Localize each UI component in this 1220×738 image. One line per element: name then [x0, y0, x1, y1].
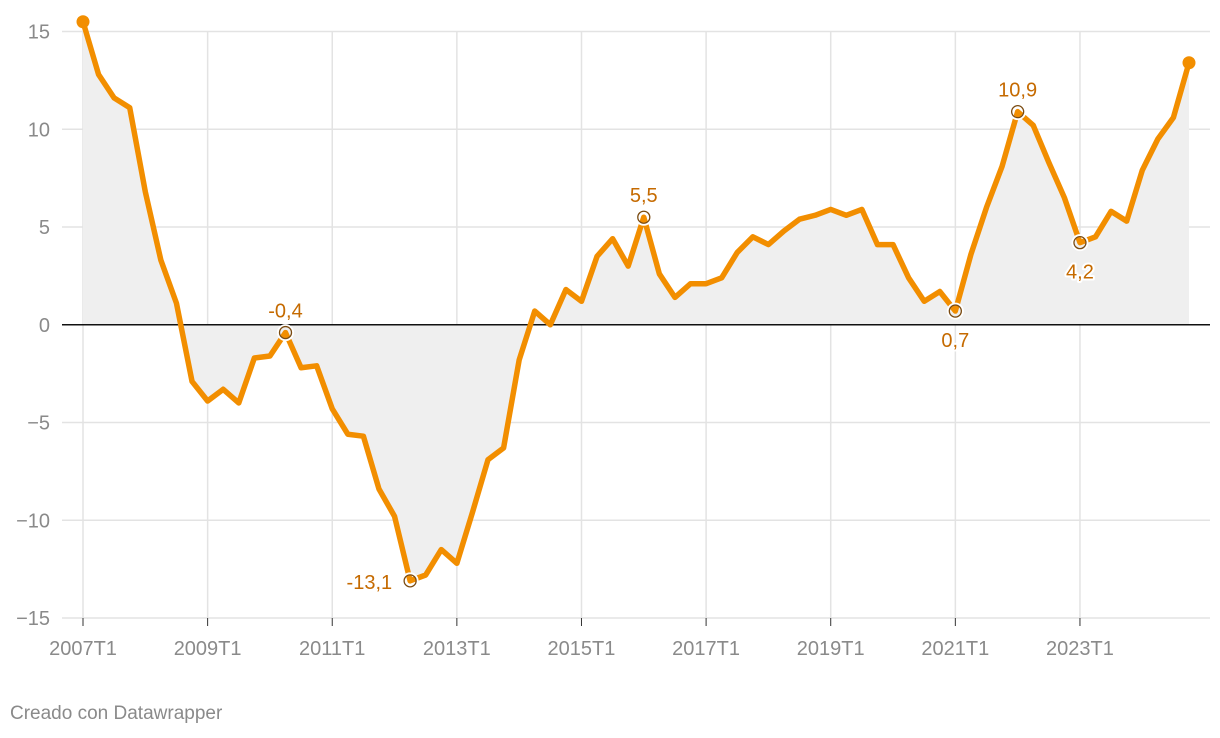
x-tick-label: 2011T1	[299, 638, 365, 660]
annotation-ring	[948, 304, 962, 318]
annotation-label: 5,5	[630, 185, 658, 207]
y-tick-label: 15	[28, 22, 50, 44]
x-tick-label: 2021T1	[921, 638, 989, 660]
footer-credit: Creado con Datawrapper	[10, 703, 223, 724]
annotation-ring	[637, 210, 651, 224]
x-tick-label: 2017T1	[672, 638, 740, 660]
annotation-label: -13,1	[347, 572, 393, 594]
x-tick-label: 2007T1	[49, 638, 117, 660]
annotation-ring	[1010, 105, 1025, 119]
area-fill	[83, 21, 1189, 581]
annotation-ring-halo	[401, 572, 419, 590]
endpoint-dot	[76, 15, 90, 29]
y-tick-label: 5	[39, 217, 50, 239]
y-tick-label: 0	[39, 315, 50, 337]
y-tick-label: −15	[16, 608, 50, 630]
annotation-label: 0,7	[941, 330, 969, 352]
data-marks	[76, 15, 1196, 70]
y-tick-label: 10	[28, 119, 50, 141]
x-tick-label: 2023T1	[1046, 638, 1114, 660]
annotation-ring	[1073, 235, 1087, 250]
annotation-label: -0,4	[268, 301, 302, 323]
annotation-ring	[278, 325, 293, 340]
y-axis-ticks: 15 10 5 0 −5 −10 −15	[16, 22, 50, 631]
x-axis-ticks: 2007T1 2009T1 2011T1 2013T1 2015T1 2017T1 2019…	[49, 618, 1114, 660]
x-tick-label: 2009T1	[174, 638, 242, 660]
y-tick-label: −5	[27, 413, 50, 435]
y-tick-label: −10	[16, 510, 50, 532]
x-tick-label: 2019T1	[797, 638, 865, 660]
annotation-ring-halo	[946, 302, 964, 320]
x-tick-label: 2015T1	[548, 638, 616, 660]
annotations: -0,4 -13,1 5,5 0,7 10,9 4,2	[266, 78, 1096, 596]
annotation-ring	[403, 574, 417, 588]
annotation-ring-halo	[277, 324, 295, 342]
annotation-label: 10,9	[998, 80, 1037, 102]
annotation-ring-halo	[635, 208, 653, 226]
annotation-ring-halo	[1009, 103, 1027, 121]
endpoint-dot	[1182, 56, 1196, 70]
series-line	[80, 18, 1192, 584]
annotation-label: 4,2	[1066, 262, 1094, 284]
annotation-ring-halo	[1071, 234, 1089, 252]
x-tick-label: 2013T1	[423, 638, 491, 660]
